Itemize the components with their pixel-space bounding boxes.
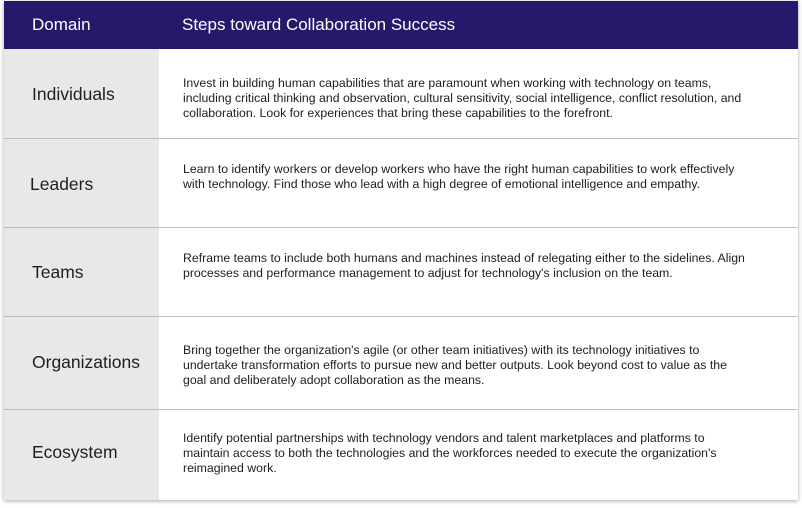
domain-label: Individuals <box>32 84 115 104</box>
domain-label: Leaders <box>30 174 94 194</box>
step-description: Bring together the organization's agile … <box>183 343 727 387</box>
header-steps: Steps toward Collaboration Success <box>182 15 456 34</box>
table-header: Domain Steps toward Collaboration Succes… <box>4 1 798 49</box>
table-row-teams: Teams Reframe teams to include both huma… <box>4 228 798 317</box>
domain-cell <box>4 228 159 316</box>
table-row-organizations: Organizations Bring together the organiz… <box>4 317 798 410</box>
domain-label: Teams <box>32 262 84 282</box>
header-domain: Domain <box>32 15 91 34</box>
step-description: Reframe teams to include both humans and… <box>183 251 745 280</box>
step-description: Identify potential partnerships with tec… <box>183 431 717 475</box>
domain-label: Ecosystem <box>32 442 118 462</box>
table-row-ecosystem: Ecosystem Identify potential partnership… <box>4 410 798 500</box>
domain-cell <box>4 49 159 138</box>
table-row-individuals: Individuals Invest in building human cap… <box>4 49 798 139</box>
table-row-leaders: Leaders Learn to identify workers or dev… <box>4 139 798 228</box>
domain-cell <box>4 410 159 500</box>
domain-label: Organizations <box>32 352 140 372</box>
step-description: Learn to identify workers or develop wor… <box>183 162 735 191</box>
domain-cell <box>4 139 159 227</box>
step-description: Invest in building human capabilities th… <box>183 76 742 120</box>
domain-cell <box>4 317 159 409</box>
collaboration-table: Domain Steps toward Collaboration Succes… <box>4 1 798 500</box>
